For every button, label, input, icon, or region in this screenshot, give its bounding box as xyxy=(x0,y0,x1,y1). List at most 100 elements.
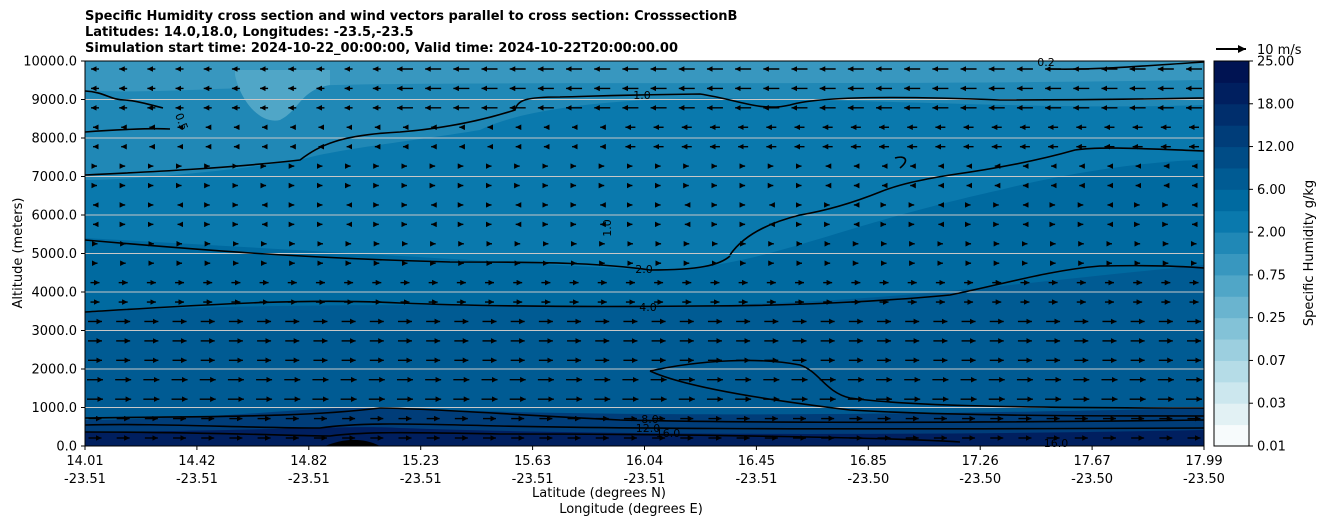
x-tick-label-lon: -23.50 xyxy=(847,472,889,487)
terrain-bump xyxy=(325,439,380,446)
colorbar-tick-label: 6.00 xyxy=(1257,183,1286,198)
title-line-1: Specific Humidity cross section and wind… xyxy=(85,9,738,24)
contour-1.0-blob xyxy=(894,156,907,169)
contour-label-0.5: 0.5 xyxy=(172,111,190,132)
x-axis-title-latitude: Latitude (degrees N) xyxy=(532,486,666,501)
contour-label-2.0: 2.0 xyxy=(635,263,653,276)
field-upper-dry xyxy=(85,61,1204,92)
x-tick-label-lon: -23.51 xyxy=(64,472,106,487)
x-tick-label-lon: -23.51 xyxy=(512,472,554,487)
contour-12.0 xyxy=(85,407,1204,424)
contour-label-12.0: 12.0 xyxy=(636,422,661,435)
colorbar-tick-label: 0.75 xyxy=(1257,268,1286,283)
contour-labels: 0.5 1.0 2.0 4.0 8.0 12.0 16.0 16.0 0.2 1… xyxy=(172,56,1068,450)
title-line-3: Simulation start time: 2024-10-22_00:00:… xyxy=(85,41,678,56)
colorbar-segment xyxy=(1214,232,1249,254)
colorbar-segment xyxy=(1214,189,1249,212)
x-tick-label-lat: 17.67 xyxy=(1073,454,1110,469)
colorbar-tick-label: 0.01 xyxy=(1257,440,1286,455)
colorbar-segment xyxy=(1214,125,1249,148)
horizontal-gridlines xyxy=(85,99,1204,408)
contour-8.0-south xyxy=(649,370,1204,417)
x-tick-label-lat: 14.42 xyxy=(178,454,215,469)
contour-label-16.0: 16.0 xyxy=(656,427,681,440)
colorbar-tick-label: 18.00 xyxy=(1257,97,1294,112)
colorbar-tick-label: 12.00 xyxy=(1257,140,1294,155)
contour-lines xyxy=(85,61,1204,443)
colorbar-title: Specific Humidity g/kg xyxy=(1302,180,1317,326)
x-axis: 14.01 -23.51 14.42 -23.51 14.82 -23.51 15.23 -2… xyxy=(64,446,1225,487)
x-tick-label-lon: -23.51 xyxy=(624,472,666,487)
contour-label-4.0: 4.0 xyxy=(639,301,657,314)
contour-label-0.2: 0.2 xyxy=(1037,56,1055,69)
contour-0.2 xyxy=(1049,61,1204,70)
y-tick-label: 7000.0 xyxy=(32,170,78,185)
colorbar xyxy=(1214,61,1249,447)
colorbar-frame xyxy=(1213,60,1250,447)
x-tick-label-lon: -23.51 xyxy=(735,472,777,487)
x-tick-label-lat: 16.85 xyxy=(850,454,887,469)
x-tick-label-lat: 14.82 xyxy=(290,454,327,469)
y-tick-label: 2000.0 xyxy=(32,363,78,378)
colorbar-segment xyxy=(1214,146,1249,169)
colorbar-segment xyxy=(1214,82,1249,105)
contour-1.0 xyxy=(85,93,1204,176)
y-axis-title: Altitude (meters) xyxy=(11,198,26,309)
field-low-moist xyxy=(85,265,1204,446)
y-tick-label: 0.0 xyxy=(56,440,77,455)
y-tick-label: 9000.0 xyxy=(32,93,78,108)
x-tick-label-lat: 16.04 xyxy=(626,454,663,469)
colorbar-segment xyxy=(1214,339,1249,361)
y-axis: 0.0 1000.0 2000.0 3000.0 4000.0 5000.0 6000.0 7… xyxy=(23,55,85,455)
field-upper-moist xyxy=(85,61,1204,180)
x-tick-label-lat: 17.99 xyxy=(1185,454,1222,469)
y-tick-label: 6000.0 xyxy=(32,209,78,224)
y-tick-label: 3000.0 xyxy=(32,324,78,339)
colorbar-tick-label: 25.00 xyxy=(1257,55,1294,70)
x-tick-label-lon: -23.50 xyxy=(959,472,1001,487)
y-tick-label: 5000.0 xyxy=(32,247,78,262)
colorbar-segment xyxy=(1214,253,1249,276)
x-tick-label-lon: -23.50 xyxy=(1071,472,1113,487)
contour-8.0-north xyxy=(649,359,1204,409)
contour-2.0 xyxy=(85,239,731,271)
contour-16.0 xyxy=(85,423,1204,430)
colorbar-segment xyxy=(1214,61,1249,83)
contour-label-1.0: 1.0 xyxy=(633,89,651,102)
x-tick-label-lon: -23.50 xyxy=(1183,472,1225,487)
colorbar-tick-label: 0.25 xyxy=(1257,311,1286,326)
x-tick-label-lat: 14.01 xyxy=(66,454,103,469)
colorbar-segment xyxy=(1214,317,1249,340)
colorbar-segment xyxy=(1214,210,1249,233)
chart-title: Specific Humidity cross section and wind… xyxy=(85,9,737,57)
x-tick-label-lat: 15.63 xyxy=(514,454,551,469)
x-tick-label-lat: 16.45 xyxy=(738,454,775,469)
x-tick-label-lat: 15.23 xyxy=(402,454,439,469)
colorbar-segment xyxy=(1214,167,1249,190)
wind-vectors xyxy=(87,66,1202,441)
colorbar-segment xyxy=(1214,424,1249,447)
colorbar-segment xyxy=(1214,381,1249,404)
wind-key-label: 10 m/s xyxy=(1257,43,1302,58)
contour-label-8.0: 8.0 xyxy=(641,413,659,426)
colorbar-ticks: 0.01 0.03 0.07 0.25 0.75 2.00 6.00 12.00 18.00 25… xyxy=(1249,55,1294,455)
y-tick-label: 4000.0 xyxy=(32,286,78,301)
contour-0.5b xyxy=(85,127,171,133)
colorbar-tick-label: 0.07 xyxy=(1257,354,1286,369)
colorbar-segment xyxy=(1214,274,1249,297)
colorbar-segment xyxy=(1214,403,1249,426)
y-tick-label: 1000.0 xyxy=(32,401,78,416)
x-axis-title-longitude: Longitude (degrees E) xyxy=(559,502,703,517)
x-tick-label-lon: -23.51 xyxy=(288,472,330,487)
colorbar-tick-label: 0.03 xyxy=(1257,397,1286,412)
contour-1.0-east xyxy=(729,147,1204,256)
x-tick-label-lat: 17.26 xyxy=(962,454,999,469)
title-line-2: Latitudes: 14.0,18.0, Longitudes: -23.5,… xyxy=(85,25,414,40)
colorbar-segment xyxy=(1214,360,1249,383)
colorbar-tick-label: 2.00 xyxy=(1257,226,1286,241)
contour-label-16.0-east: 16.0 xyxy=(1044,437,1069,450)
contour-label-1.0-mid: 1.0 xyxy=(601,219,614,237)
colorbar-segment xyxy=(1214,103,1249,126)
field-dry-pocket xyxy=(235,70,330,121)
